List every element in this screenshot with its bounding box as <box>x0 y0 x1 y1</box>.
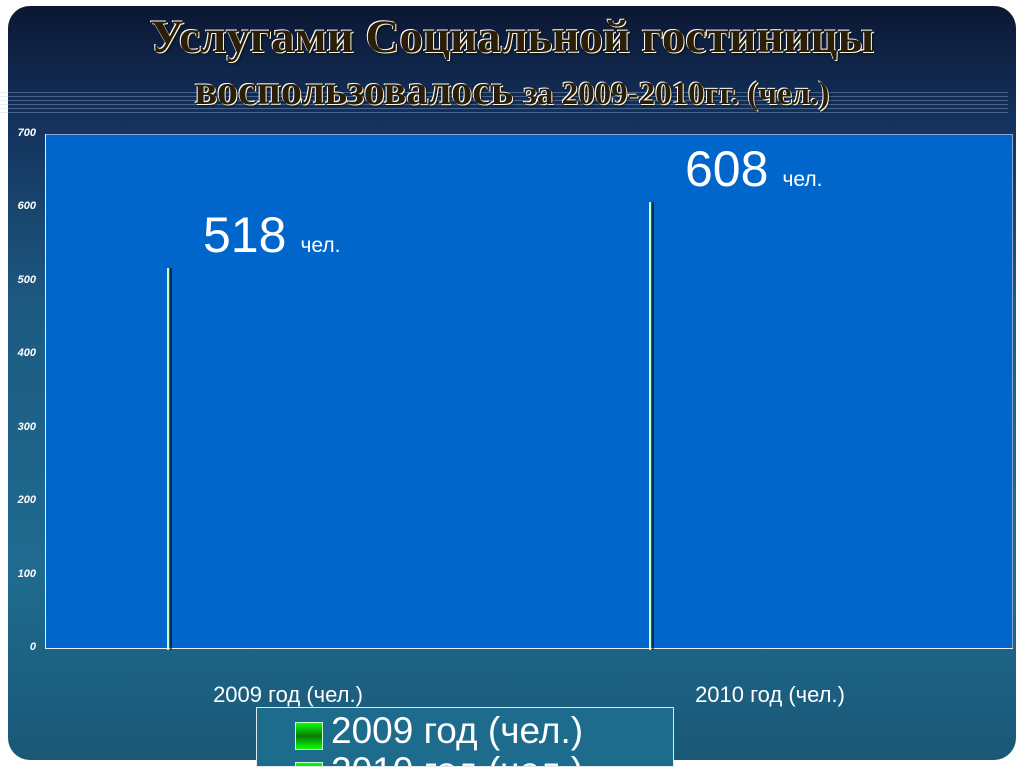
chart-title: Услугами Социальной гостиницы воспользов… <box>0 11 1024 114</box>
y-tick-label: 500 <box>17 273 36 286</box>
title-line-2: воспользовалось за 2009-2010гг. (чел.) <box>0 68 1024 114</box>
legend-swatch <box>295 722 323 750</box>
data-label-2: 608 чел. <box>685 140 822 198</box>
legend: 2009 год (чел.)2010 год (чел.) <box>256 707 674 767</box>
y-tick-label: 100 <box>17 567 36 580</box>
plot-area <box>46 134 1013 649</box>
legend-label: 2010 год (чел.) <box>331 750 583 766</box>
y-axis-line <box>45 134 46 649</box>
x-tick-label: 2009 год (чел.) <box>213 682 363 707</box>
bar-2 <box>649 201 651 650</box>
data-label-unit: чел. <box>782 167 823 191</box>
y-tick-label: 300 <box>17 420 36 433</box>
decorative-stripes <box>0 92 1008 114</box>
title-line-1: Услугами Социальной гостиницы <box>149 11 875 63</box>
x-axis-line <box>45 648 1013 649</box>
y-tick-label: 700 <box>17 127 36 139</box>
title-line-2-rest: за 2009-2010гг. (чел.) <box>523 75 830 112</box>
data-label-unit: чел. <box>300 233 341 257</box>
y-tick-label: 0 <box>29 641 36 653</box>
data-label-1: 518 чел. <box>203 206 340 264</box>
title-line-2-main: воспользовалось <box>194 67 514 114</box>
y-tick-label: 200 <box>17 494 36 507</box>
bar-1 <box>167 267 169 650</box>
legend-label: 2009 год (чел.) <box>331 710 584 751</box>
y-tick-label: 600 <box>17 200 36 213</box>
data-label-value: 608 <box>685 140 769 197</box>
x-tick-label: 2010 год (чел.) <box>695 682 845 707</box>
legend-swatch <box>295 762 323 766</box>
data-label-value: 518 <box>203 206 287 263</box>
y-tick-label: 400 <box>17 347 36 360</box>
